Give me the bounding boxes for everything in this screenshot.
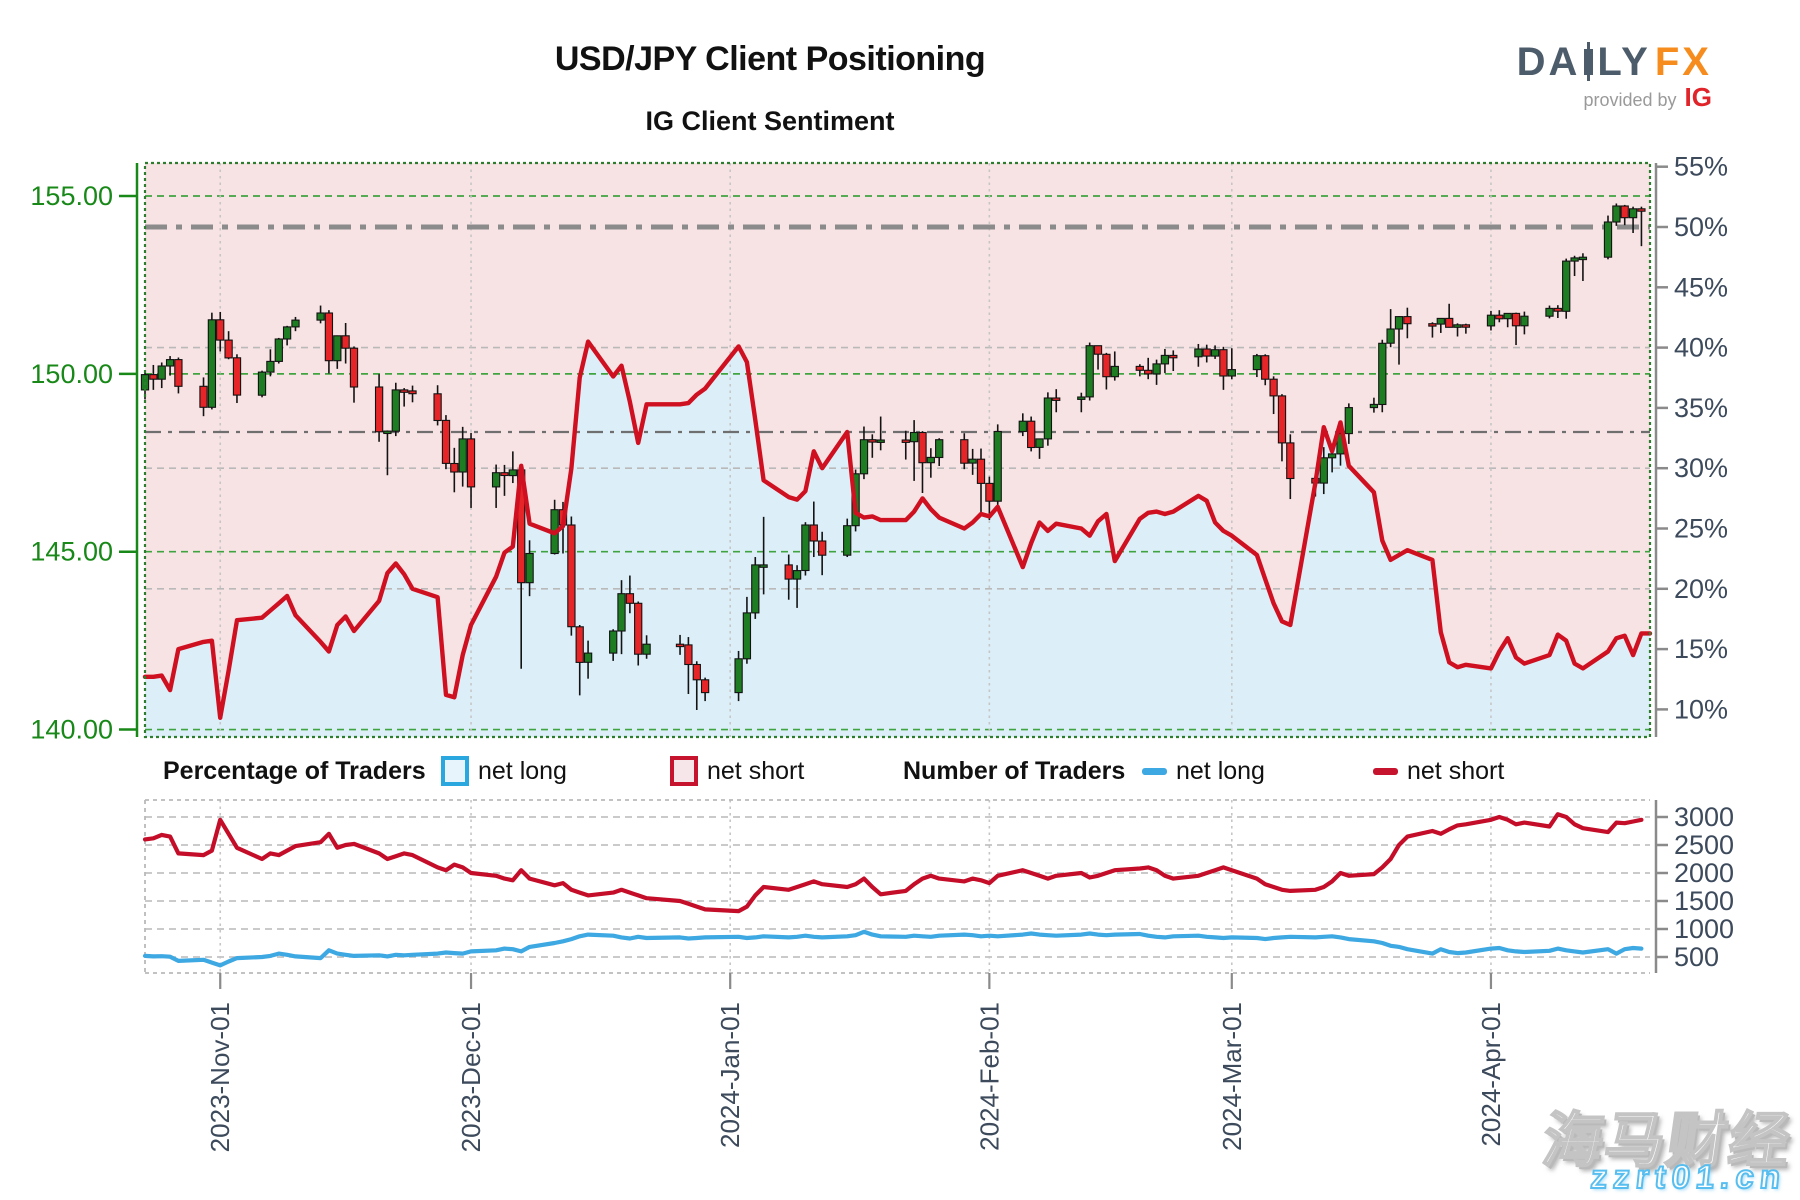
legend-num-net-short-label: net short xyxy=(1407,756,1505,785)
svg-text:155.00: 155.00 xyxy=(30,181,113,211)
svg-text:55%: 55% xyxy=(1674,152,1728,182)
chart-subtitle: IG Client Sentiment xyxy=(645,106,895,136)
svg-text:1000: 1000 xyxy=(1674,914,1734,944)
net-long-swatch-icon xyxy=(441,756,469,786)
month-gridlines-lower xyxy=(219,800,1492,973)
legend-num-net-long: net long xyxy=(1142,748,1265,794)
svg-text:2024-Apr-01: 2024-Apr-01 xyxy=(1476,1002,1506,1147)
svg-text:3000: 3000 xyxy=(1674,802,1734,832)
legend-pct-net-short-label: net short xyxy=(707,756,805,785)
svg-text:25%: 25% xyxy=(1674,514,1728,544)
svg-text:2024-Mar-01: 2024-Mar-01 xyxy=(1217,1002,1247,1151)
svg-text:150.00: 150.00 xyxy=(30,359,113,389)
provided-by-line: provided by IG xyxy=(1583,82,1712,113)
legend-num-net-long-label: net long xyxy=(1176,756,1265,785)
svg-text:40%: 40% xyxy=(1674,333,1728,363)
chart-legend: Percentage of Traders net long net short… xyxy=(0,748,1800,794)
svg-text:1500: 1500 xyxy=(1674,886,1734,916)
dailyfx-logo: DA LY FX xyxy=(1517,40,1712,85)
net-short-area xyxy=(145,163,1650,718)
legend-pct-title: Percentage of Traders xyxy=(163,756,426,785)
svg-text:2024-Feb-01: 2024-Feb-01 xyxy=(974,1002,1004,1151)
svg-text:35%: 35% xyxy=(1674,393,1728,423)
candlestick-icon xyxy=(1584,42,1594,81)
svg-text:20%: 20% xyxy=(1674,574,1728,604)
page-title: USD/JPY Client Positioning xyxy=(554,40,986,78)
legend-num-net-short: net short xyxy=(1373,748,1504,794)
net-short-pct-line xyxy=(142,339,1653,720)
price-gridlines xyxy=(145,195,1650,731)
svg-text:45%: 45% xyxy=(1674,272,1728,302)
net-short-line-icon xyxy=(1373,767,1398,775)
legend-num-title: Number of Traders xyxy=(903,756,1126,785)
svg-text:30%: 30% xyxy=(1674,453,1728,483)
svg-text:145.00: 145.00 xyxy=(30,537,113,567)
svg-text:15%: 15% xyxy=(1674,634,1728,664)
upper-panel-border xyxy=(143,161,1652,739)
svg-text:2000: 2000 xyxy=(1674,858,1734,888)
svg-text:500: 500 xyxy=(1674,942,1719,972)
svg-text:10%: 10% xyxy=(1674,694,1728,724)
svg-text:50%: 50% xyxy=(1674,212,1728,242)
logo-daily-right: LY xyxy=(1597,40,1651,84)
watermark-url: zzrt01.cn xyxy=(1588,1157,1789,1196)
legend-pct-net-short: net short xyxy=(670,748,804,794)
price-axis-left: 155.00 150.00 145.00 140.00 xyxy=(30,163,139,745)
traders-net-long-line xyxy=(142,929,1644,968)
traders-net-short-line xyxy=(142,812,1644,914)
date-axis: 2023-Nov-01 2023-Dec-01 2024-Jan-01 2024-Fe… xyxy=(205,973,1506,1152)
svg-text:2023-Dec-01: 2023-Dec-01 xyxy=(456,1002,486,1152)
provided-by-text: provided by xyxy=(1583,90,1677,110)
svg-text:2023-Nov-01: 2023-Nov-01 xyxy=(205,1002,235,1152)
pct-axis-right: 55% 50% 45% 40% 35% 30% 25% 20% 15% 10% xyxy=(1654,152,1728,737)
net-short-swatch-icon xyxy=(670,756,698,786)
legend-pct-net-long-label: net long xyxy=(478,756,567,785)
net-long-line-icon xyxy=(1142,767,1167,775)
svg-text:2024-Jan-01: 2024-Jan-01 xyxy=(715,1002,745,1148)
ig-logo: IG xyxy=(1684,82,1712,112)
legend-pct-net-long: net long xyxy=(441,748,567,794)
logo-fx: FX xyxy=(1654,40,1712,84)
logo-daily-left: DA xyxy=(1516,40,1581,84)
svg-text:2500: 2500 xyxy=(1674,830,1734,860)
svg-text:140.00: 140.00 xyxy=(30,715,113,745)
